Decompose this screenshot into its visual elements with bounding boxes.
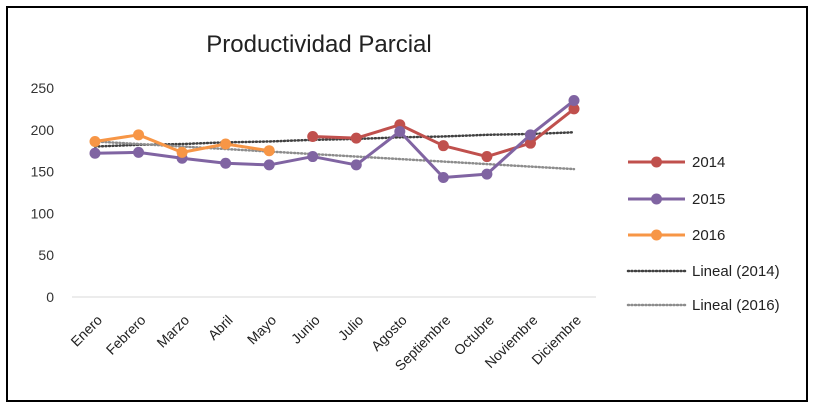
data-point-2015 [133,146,145,158]
chart-frame: Productividad Parcial 0 50 100 150 200 250 En… [6,6,808,402]
legend-swatch-marker [651,229,662,241]
y-tick-label: 100 [31,205,55,221]
data-point-2015 [350,159,362,171]
data-point-2015 [524,129,536,141]
data-point-2014 [437,140,449,152]
data-point-2015 [437,171,449,183]
data-point-2014 [307,130,319,142]
x-tick-label: Enero [67,312,105,350]
legend-item: Lineal (2016) [626,297,780,314]
legend-item: Lineal (2014) [626,263,780,280]
legend-swatch-marker [651,156,662,168]
legend-item: 2015 [628,191,725,208]
legend-swatch-marker [651,193,662,205]
x-tick-label: Julio [335,312,367,344]
y-tick-label: 0 [46,289,54,305]
legend-label: Lineal (2016) [692,297,780,314]
trendline-2014 [93,131,576,148]
y-axis-ticks: 0 50 100 150 200 250 [31,80,55,305]
legend-item: 2014 [628,154,725,171]
data-point-2015 [394,125,406,137]
data-point-2016 [263,145,275,157]
legend-label: Lineal (2014) [692,263,780,280]
y-tick-label: 50 [38,247,54,263]
legend-label: 2016 [692,227,725,244]
data-point-2014 [481,151,493,163]
data-point-2015 [263,159,275,171]
x-tick-label: Agosto [368,312,410,354]
data-point-2015 [220,157,232,169]
legend: 2014 2015 2016 Lineal (2014) Lineal (2016) [626,154,780,314]
data-point-2015 [568,95,580,107]
trendline-2016 [93,140,576,171]
x-tick-label: Marzo [153,312,192,351]
y-tick-label: 250 [31,80,55,96]
data-point-2016 [176,146,188,158]
data-point-2015 [89,147,101,159]
data-point-2014 [568,103,580,115]
line-chart: Productividad Parcial 0 50 100 150 200 250 En… [31,31,780,374]
chart-title: Productividad Parcial [206,31,431,58]
data-point-2015 [481,168,493,180]
series-line-2015 [94,99,575,179]
legend-label: 2014 [692,154,725,171]
series-lines [89,95,580,183]
x-tick-label: Abril [205,312,236,343]
trendlines [93,131,576,171]
data-point-2016 [220,138,232,150]
data-point-2016 [89,136,101,148]
data-point-2016 [133,129,145,141]
x-tick-label: Junio [288,312,323,347]
data-point-2014 [524,137,536,149]
x-tick-label: Febrero [103,312,149,358]
y-tick-label: 150 [31,164,55,180]
x-tick-label: Mayo [244,312,280,348]
y-tick-label: 200 [31,122,55,138]
data-point-2014 [350,132,362,144]
data-point-2015 [307,151,319,163]
legend-item: 2016 [628,227,725,244]
legend-label: 2015 [692,191,725,208]
